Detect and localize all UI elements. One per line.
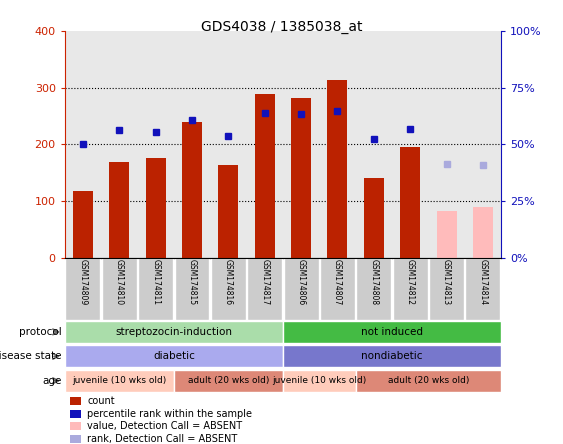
Bar — [254, 94, 275, 258]
Bar — [175, 258, 209, 320]
Text: count: count — [87, 396, 115, 406]
Text: GDS4038 / 1385038_at: GDS4038 / 1385038_at — [201, 20, 362, 34]
Bar — [102, 258, 137, 320]
Bar — [283, 321, 501, 343]
Text: GSM174808: GSM174808 — [369, 259, 378, 305]
Text: protocol: protocol — [19, 327, 62, 337]
Text: GSM174810: GSM174810 — [115, 259, 124, 305]
Bar — [65, 370, 174, 392]
Text: adult (20 wks old): adult (20 wks old) — [388, 376, 469, 385]
Text: GSM174817: GSM174817 — [260, 259, 269, 305]
Bar — [182, 122, 202, 258]
Bar — [291, 98, 311, 258]
Text: nondiabetic: nondiabetic — [361, 351, 423, 361]
Text: adult (20 wks old): adult (20 wks old) — [187, 376, 269, 385]
Bar — [466, 258, 501, 320]
Text: GSM174811: GSM174811 — [151, 259, 160, 305]
Text: not induced: not induced — [361, 327, 423, 337]
Bar — [247, 258, 282, 320]
Bar — [356, 370, 501, 392]
Text: GSM174815: GSM174815 — [187, 259, 196, 305]
Bar — [283, 370, 356, 392]
Bar — [283, 345, 501, 367]
Text: rank, Detection Call = ABSENT: rank, Detection Call = ABSENT — [87, 434, 238, 444]
Bar — [73, 191, 93, 258]
Bar — [218, 165, 238, 258]
Text: GSM174806: GSM174806 — [297, 259, 306, 305]
Text: GSM174812: GSM174812 — [406, 259, 415, 305]
Text: diabetic: diabetic — [153, 351, 195, 361]
Bar — [211, 258, 246, 320]
Text: percentile rank within the sample: percentile rank within the sample — [87, 409, 252, 419]
Bar — [146, 159, 166, 258]
Bar — [364, 178, 384, 258]
Bar — [328, 80, 347, 258]
Text: GSM174809: GSM174809 — [78, 259, 87, 305]
Bar — [109, 163, 129, 258]
Bar — [320, 258, 355, 320]
Text: age: age — [43, 376, 62, 386]
Bar — [356, 258, 391, 320]
Text: disease state: disease state — [0, 351, 62, 361]
Bar — [65, 321, 283, 343]
Bar — [473, 206, 493, 258]
Text: juvenile (10 wks old): juvenile (10 wks old) — [272, 376, 367, 385]
Bar — [65, 258, 100, 320]
Bar — [393, 258, 428, 320]
Bar — [138, 258, 173, 320]
Text: value, Detection Call = ABSENT: value, Detection Call = ABSENT — [87, 421, 243, 431]
Bar — [174, 370, 283, 392]
Bar — [400, 147, 420, 258]
Bar — [436, 211, 457, 258]
Text: juvenile (10 wks old): juvenile (10 wks old) — [72, 376, 167, 385]
Text: GSM174816: GSM174816 — [224, 259, 233, 305]
Bar — [284, 258, 319, 320]
Text: streptozocin-induction: streptozocin-induction — [115, 327, 233, 337]
Bar — [429, 258, 464, 320]
Text: GSM174807: GSM174807 — [333, 259, 342, 305]
Text: GSM174813: GSM174813 — [442, 259, 451, 305]
Text: GSM174814: GSM174814 — [479, 259, 488, 305]
Bar — [65, 345, 283, 367]
